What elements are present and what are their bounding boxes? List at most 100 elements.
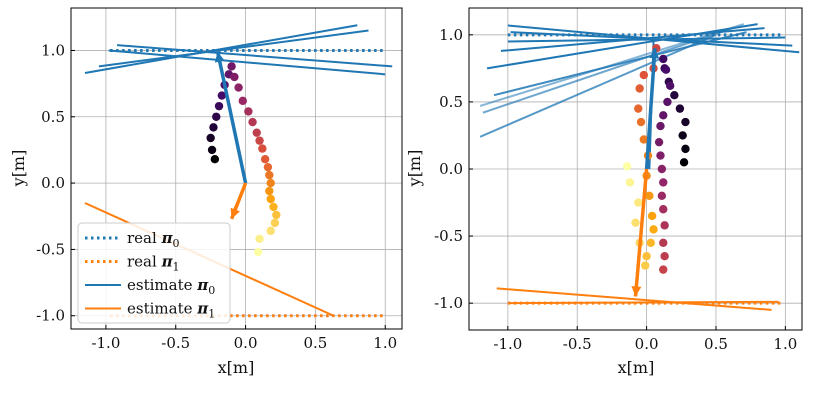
right-trajectory-point bbox=[659, 111, 668, 120]
right-ytick-label: -1.0 bbox=[434, 294, 463, 312]
right-trajectory-point bbox=[634, 198, 643, 207]
legend-label: real π0 bbox=[127, 229, 180, 250]
right-trajectory-point bbox=[634, 104, 643, 113]
left-trajectory-point bbox=[206, 133, 215, 143]
right-trajectory-point bbox=[660, 221, 669, 230]
right-arrow-head bbox=[631, 286, 642, 297]
left-ticks: -1.0 -0.5 0.0 0.5 1.0 -1.0 -0.5 0.0 0.5 1.0 bbox=[36, 41, 397, 352]
left-trajectory-point bbox=[253, 247, 263, 257]
right-trajectory-point bbox=[656, 121, 665, 131]
left-trajectory-point bbox=[260, 155, 270, 164]
left-trajectory-point bbox=[252, 128, 261, 137]
right-trajectory-point bbox=[665, 81, 675, 91]
left-xtick-label: 1.0 bbox=[373, 334, 397, 352]
right-xtick-label: 0.0 bbox=[635, 335, 659, 353]
legend-label: estimate π1 bbox=[127, 300, 215, 321]
left-ytick-label: 0.0 bbox=[41, 174, 65, 192]
left-trajectory-point bbox=[244, 107, 253, 116]
right-trajectory-point bbox=[659, 54, 668, 64]
left-trajectory-point bbox=[238, 96, 247, 106]
left-trajectory-point bbox=[212, 112, 221, 121]
right-ytick-label: 1.0 bbox=[439, 26, 463, 44]
right-trajectory-point bbox=[639, 70, 649, 80]
right-xtick-label: 0.5 bbox=[704, 335, 728, 353]
left-trajectory-point bbox=[255, 136, 264, 145]
left-ytick-label: -1.0 bbox=[36, 307, 65, 325]
right-trajectory-point bbox=[657, 191, 667, 201]
right-trajectory-point bbox=[663, 97, 672, 107]
left-trajectory-point bbox=[227, 62, 236, 71]
right-xtick-label: -1.0 bbox=[493, 335, 522, 353]
right-trajectory-point bbox=[659, 178, 668, 187]
left-xtick-label: -1.0 bbox=[91, 334, 120, 352]
right-xtick-label: -0.5 bbox=[563, 335, 592, 353]
left-arrow-head bbox=[230, 207, 240, 219]
right-chart: -1.0 -0.5 0.0 0.5 1.0-1.0-0.50.00.51.0 x[m] … bbox=[405, 7, 803, 377]
right-estimate-pi1-line bbox=[496, 287, 772, 311]
right-trajectory-point bbox=[622, 162, 632, 171]
left-trajectory-point bbox=[269, 202, 278, 212]
left-trajectory-point bbox=[255, 234, 264, 244]
right-ylabel: y[m] bbox=[405, 150, 424, 188]
legend-box bbox=[77, 222, 231, 324]
left-axes-frame bbox=[70, 7, 403, 330]
right-estimate-pi1-line bbox=[507, 300, 779, 305]
left-xtick-label: -0.5 bbox=[161, 334, 190, 352]
right-plot-area bbox=[479, 23, 800, 311]
right-trajectory-point bbox=[642, 252, 651, 261]
left-trajectory-point bbox=[270, 218, 280, 228]
left-estimate-pi0-line bbox=[98, 29, 369, 68]
left-estimate-pi0-line bbox=[117, 44, 393, 68]
right-trajectory-point bbox=[681, 144, 690, 154]
right-trajectory-point bbox=[659, 238, 668, 247]
right-arrow-head bbox=[649, 48, 660, 59]
left-trajectory-point bbox=[272, 210, 281, 220]
right-arrow-shaft bbox=[633, 168, 649, 297]
right-trajectory-point bbox=[679, 158, 689, 167]
left-xlabel: x[m] bbox=[218, 358, 255, 377]
right-ytick-label: 0.5 bbox=[439, 93, 463, 111]
right-trajectory-point bbox=[657, 164, 667, 174]
legend-label: real π1 bbox=[127, 253, 180, 274]
left-estimate-pi0-line bbox=[108, 49, 386, 76]
left-trajectory-point bbox=[209, 123, 218, 132]
right-trajectory-point bbox=[660, 252, 669, 261]
right-trajectory-point bbox=[625, 178, 635, 187]
right-trajectory-point bbox=[639, 135, 649, 144]
right-trajectory-point bbox=[675, 104, 685, 113]
left-plot-area bbox=[84, 24, 393, 318]
left-trajectory-point bbox=[210, 155, 220, 164]
left-trajectory-point bbox=[234, 83, 243, 92]
right-ytick-label: 0.0 bbox=[439, 160, 463, 178]
right-trajectory-point bbox=[670, 91, 679, 100]
right-estimate-pi0-line bbox=[507, 36, 786, 43]
left-ytick-label: 1.0 bbox=[41, 41, 65, 59]
right-trajectory-point bbox=[659, 205, 668, 214]
right-trajectory-point bbox=[649, 225, 658, 234]
right-trajectory-point bbox=[647, 211, 657, 221]
left-chart: -1.0 -0.5 0.0 0.5 1.0-1.0-0.50.00.51.0 x[m] … bbox=[9, 7, 403, 377]
left-trajectory-point bbox=[207, 145, 217, 155]
right-xlabel: x[m] bbox=[618, 358, 655, 377]
right-estimate-pi0-line bbox=[486, 23, 758, 70]
right-ytick-label: -0.5 bbox=[434, 227, 463, 245]
left-ylabel: y[m] bbox=[9, 150, 28, 188]
left-trajectory-point bbox=[265, 186, 274, 196]
left-ytick-label: -0.5 bbox=[36, 240, 65, 258]
right-trajectory-point bbox=[646, 238, 655, 247]
left-xtick-label: 0.5 bbox=[303, 334, 327, 352]
left-trajectory-point bbox=[214, 101, 224, 111]
left-trajectory-point bbox=[248, 117, 257, 127]
right-trajectory-point bbox=[659, 265, 668, 274]
left-trajectory-point bbox=[266, 226, 275, 236]
left-arrow-head bbox=[214, 51, 225, 63]
left-trajectory-point bbox=[217, 91, 227, 100]
right-arrow-shaft bbox=[644, 48, 657, 170]
right-xtick-label: 1.0 bbox=[773, 335, 797, 353]
right-trajectory-point bbox=[661, 65, 671, 74]
right-trajectory-point bbox=[656, 151, 665, 160]
right-trajectory-point bbox=[681, 117, 690, 127]
left-trajectory-point bbox=[265, 170, 274, 180]
right-trajectory-point bbox=[645, 191, 654, 201]
